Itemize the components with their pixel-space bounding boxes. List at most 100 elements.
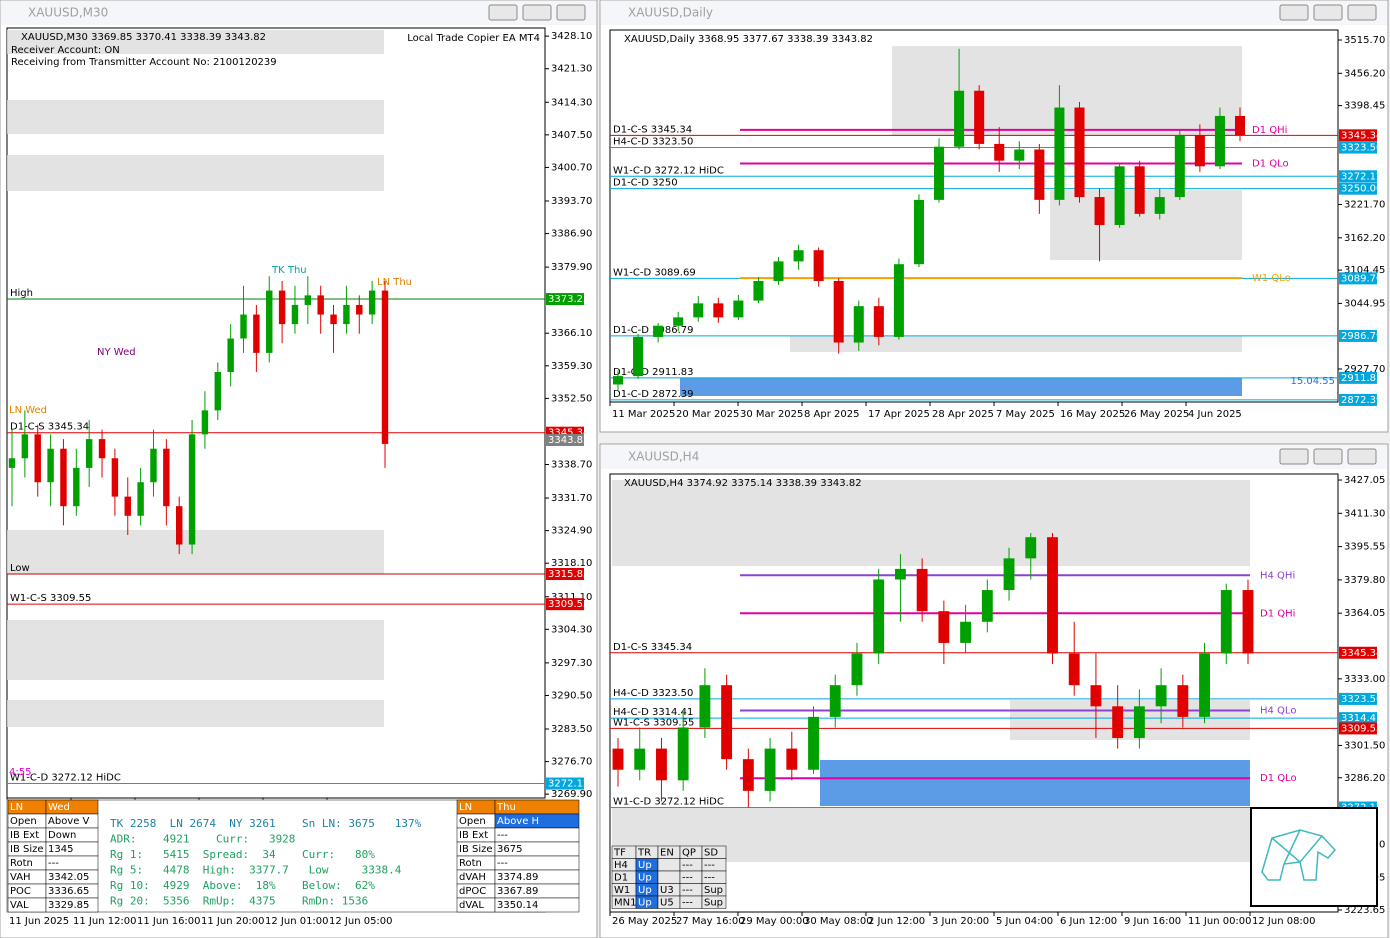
table-cell-text: POC (10, 886, 31, 897)
candle-body (873, 306, 884, 337)
table-cell-text: Open (10, 816, 37, 827)
candle-body (833, 280, 844, 343)
zone (7, 530, 384, 574)
candle-body (356, 304, 363, 315)
candle-body (85, 439, 93, 468)
minimize-button[interactable] (488, 4, 518, 21)
minimize-button[interactable] (1279, 448, 1309, 465)
candle-body (1112, 706, 1124, 739)
table-cell-text: IB Ext (459, 830, 488, 841)
level-label: W1 QLo (1252, 273, 1291, 284)
table-cell-text: Sup (704, 897, 723, 908)
price-tag (1339, 329, 1377, 342)
table-cell-text: 1345 (48, 844, 73, 855)
candle-body (1214, 115, 1225, 167)
table-cell-text: LN (10, 802, 23, 813)
annotation: LN Wed (9, 405, 47, 416)
table-cell-text: --- (682, 885, 693, 896)
time-label: 26 May 2025 (612, 916, 677, 927)
price-tag (546, 433, 584, 446)
candle-body (753, 280, 764, 301)
candle-body (1025, 537, 1037, 559)
candle-body (960, 621, 972, 643)
price-tag-label: 3345.34 (1341, 130, 1382, 141)
price-tick-label: 3311.10 (551, 592, 592, 603)
close-button[interactable] (1347, 4, 1377, 21)
candle-body (1094, 197, 1105, 226)
table-cell-text: Thu (496, 802, 516, 813)
candle-body (981, 590, 993, 622)
price-tick-label: 3395.55 (1344, 542, 1385, 553)
annotation: NY Wed (97, 347, 136, 358)
price-tag-label: 3272.12 (1341, 171, 1382, 182)
minimize-button[interactable] (1279, 4, 1309, 21)
price-tag (1339, 170, 1377, 183)
candle-body (633, 336, 644, 377)
level-label: W1-C-D 3089.69 (613, 267, 696, 278)
time-label: 11 Jun 16:00 (137, 916, 201, 927)
time-label: 11 Jun 00:00 (1188, 916, 1252, 927)
table-cell-text: 3675 (497, 844, 522, 855)
candle-body (111, 458, 119, 497)
level-label: D1-C-S 3345.34 (613, 642, 692, 653)
time-label: 12 Jun 01:00 (265, 916, 329, 927)
close-button[interactable] (556, 4, 586, 21)
candle-body (1133, 706, 1145, 739)
candle-body (47, 448, 54, 483)
zone (790, 336, 1242, 352)
candle-body (1177, 685, 1189, 717)
candle-body (188, 434, 196, 545)
price-tag-label: 3343.82 (548, 435, 589, 446)
candle-body (317, 295, 324, 315)
maximize-button[interactable] (1313, 448, 1343, 465)
table-cell (657, 870, 681, 884)
candle-body (851, 653, 863, 686)
price-tag-label: 3345.34 (1341, 648, 1382, 659)
price-tick-label: 3364.05 (1344, 608, 1385, 619)
price-tag (546, 777, 584, 790)
price-tick-label: 3338.70 (551, 460, 592, 471)
price-tick-label: 3359.30 (551, 361, 592, 372)
price-tick-label: 3221.70 (1344, 200, 1385, 211)
price-tag (546, 567, 584, 580)
maximize-button[interactable] (522, 4, 552, 21)
zone (7, 700, 384, 727)
close-button[interactable] (1347, 448, 1377, 465)
table-cell-text: --- (682, 872, 693, 883)
time-label: 4 Jun 2025 (1188, 409, 1242, 420)
stat-line: ADR: 4921 Curr: 3928 (110, 833, 295, 846)
table-cell (701, 895, 727, 909)
table-cell-text: Sup (704, 885, 723, 896)
price-tag (546, 598, 584, 611)
price-tick-label: 3269.90 (551, 789, 592, 800)
candle-body (291, 304, 299, 325)
price-tick-label: 3379.90 (551, 262, 592, 273)
level-label: D1-C-D 2872.39 (613, 389, 694, 400)
table-cell-text: TF (613, 847, 626, 858)
price-tag (1339, 712, 1377, 725)
table-cell-text: --- (704, 872, 715, 883)
zone (820, 760, 1250, 806)
table-cell-text: LN (459, 802, 472, 813)
table-cell (657, 858, 681, 872)
candle-body (278, 290, 286, 325)
price-tag (1339, 129, 1377, 142)
table-cell-text: Down (48, 830, 76, 841)
candle-body (150, 448, 157, 483)
maximize-button[interactable] (1313, 4, 1343, 21)
price-tag (1339, 272, 1377, 285)
price-tick-label: 3393.70 (551, 196, 592, 207)
window-title: XAUUSD,H4 (628, 450, 699, 464)
candle-body (368, 290, 376, 315)
time-label: 30 May 08:00 (804, 916, 873, 927)
price-tick-label: 3283.50 (551, 724, 592, 735)
annotation: Receiving from Transmitter Account No: 2… (11, 57, 277, 68)
annotation: Receiver Account: ON (11, 45, 120, 56)
price-tag-label: 2911.83 (1341, 373, 1382, 384)
table-cell-text: VAH (10, 872, 31, 883)
window-title: XAUUSD,M30 (28, 6, 108, 20)
price-tag (1339, 371, 1377, 384)
candle-body (201, 410, 209, 435)
candle-body (1234, 115, 1246, 136)
table-cell-text: Up (638, 860, 652, 871)
